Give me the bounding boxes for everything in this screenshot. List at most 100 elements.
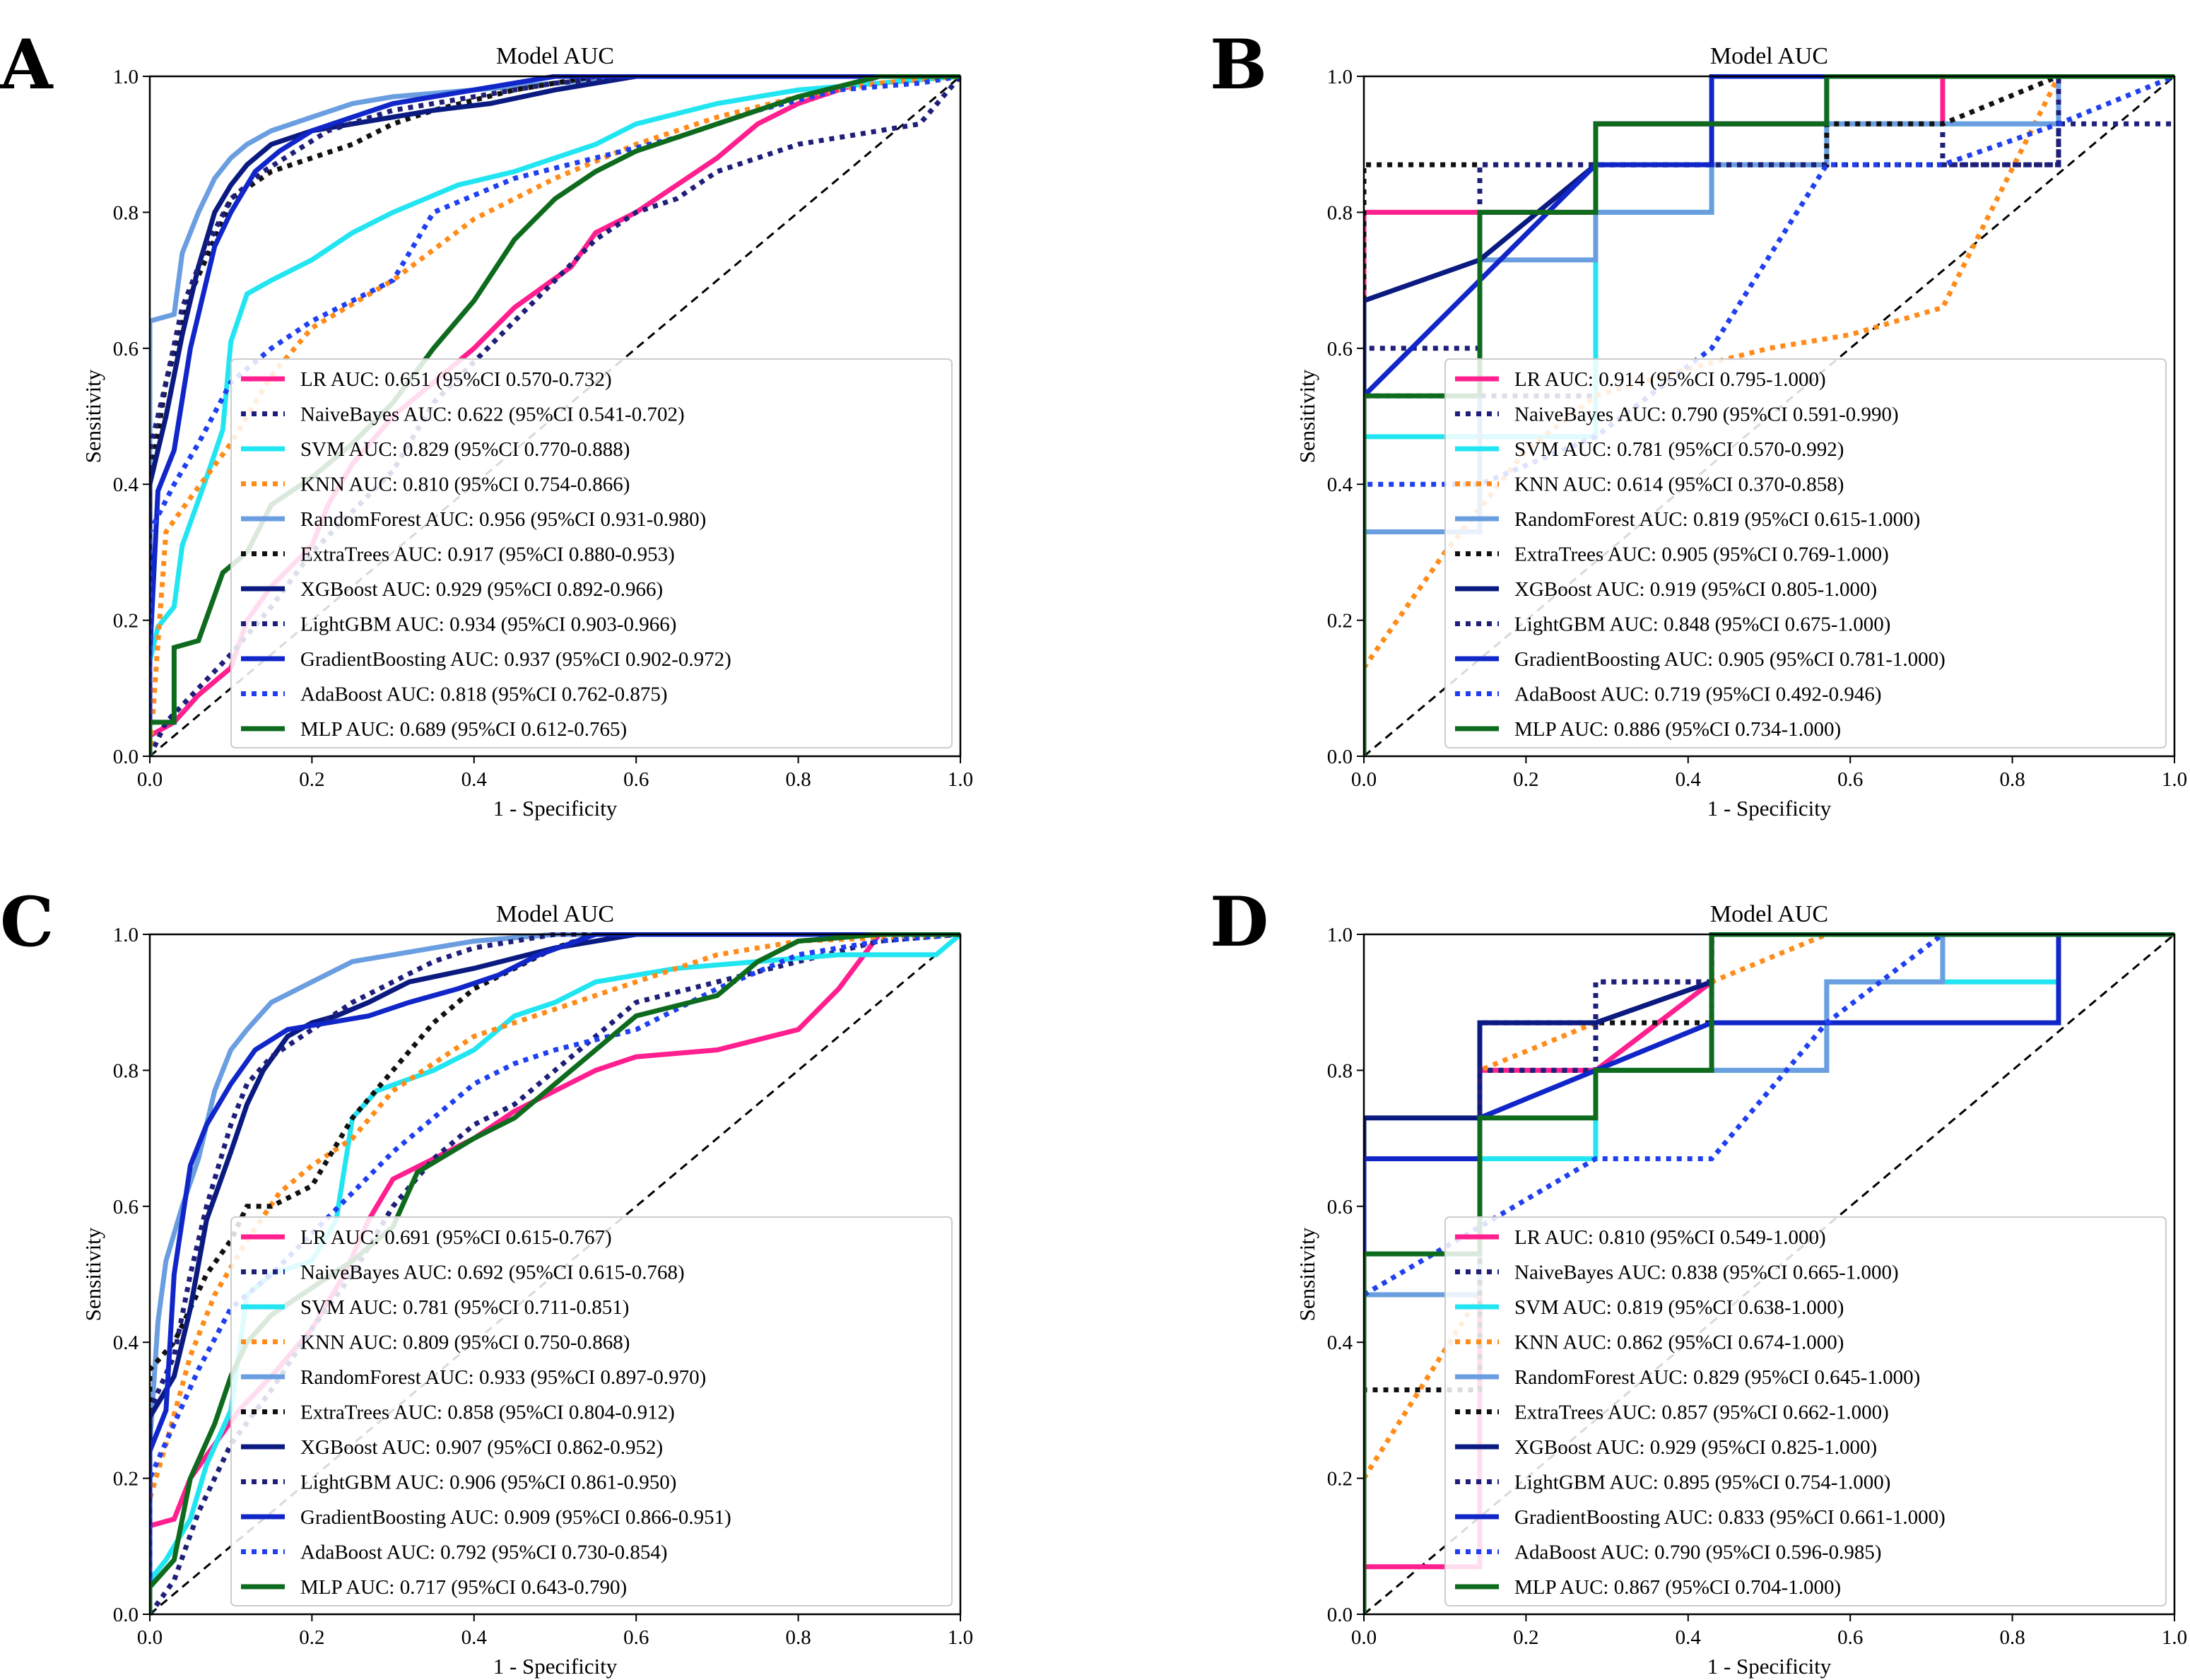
y-axis-label: Sensitivity [81,1227,105,1321]
y-tick-label: 1.0 [113,66,139,88]
legend-label: NaiveBayes AUC: 0.838 (95%CI 0.665-1.000… [1514,1262,1899,1284]
legend-label: XGBoost AUC: 0.907 (95%CI 0.862-0.952) [300,1436,663,1459]
x-tick-label: 0.0 [1351,1626,1377,1649]
legend-label: LR AUC: 0.691 (95%CI 0.615-0.767) [300,1226,612,1249]
legend-label: GradientBoosting AUC: 0.905 (95%CI 0.781… [1514,648,1945,671]
panel-letter: B [1210,25,1267,105]
x-tick-label: 0.8 [785,1626,811,1649]
legend: LR AUC: 0.651 (95%CI 0.570-0.732) NaiveBa… [230,358,953,748]
roc-curve-9 [150,932,961,1614]
roc-curve-10 [150,932,960,1614]
legend-label: AdaBoost AUC: 0.792 (95%CI 0.730-0.854) [300,1541,668,1564]
legend-label: MLP AUC: 0.689 (95%CI 0.612-0.765) [300,718,627,741]
chart-title: Model AUC [496,901,614,927]
legend-label: RandomForest AUC: 0.933 (95%CI 0.897-0.9… [300,1366,706,1389]
legend-label: KNN AUC: 0.810 (95%CI 0.754-0.866) [300,474,630,496]
legend-label: ExtraTrees AUC: 0.905 (95%CI 0.769-1.000… [1514,544,1889,566]
legend-label: GradientBoosting AUC: 0.909 (95%CI 0.866… [300,1506,731,1529]
legend-label: SVM AUC: 0.781 (95%CI 0.711-0.851) [300,1296,629,1319]
legend-label: NaiveBayes AUC: 0.692 (95%CI 0.615-0.768… [300,1262,685,1284]
x-tick-label: 0.4 [461,768,488,791]
legend-label: AdaBoost AUC: 0.818 (95%CI 0.762-0.875) [300,683,668,706]
legend-box [1444,1216,2167,1606]
roc-curve-4 [150,74,960,756]
x-tick-label: 1.0 [948,1626,973,1649]
chart-title: Model AUC [1710,901,1828,927]
x-tick-label: 0.2 [1513,768,1538,791]
legend-label: SVM AUC: 0.781 (95%CI 0.570-0.992) [1514,438,1844,461]
x-tick-label: 0.0 [1351,768,1377,791]
x-tick-label: 1.0 [2162,1626,2187,1649]
legend-label: RandomForest AUC: 0.819 (95%CI 0.615-1.0… [1514,508,1920,531]
legend-label: ExtraTrees AUC: 0.858 (95%CI 0.804-0.912… [300,1402,675,1424]
y-tick-label: 0.4 [1327,474,1353,496]
x-tick-label: 0.2 [299,1626,324,1649]
y-tick-label: 0.6 [113,338,139,360]
legend: LR AUC: 0.691 (95%CI 0.615-0.767) NaiveBa… [230,1216,953,1606]
legend-label: NaiveBayes AUC: 0.622 (95%CI 0.541-0.702… [300,404,685,426]
legend-label: ExtraTrees AUC: 0.857 (95%CI 0.662-1.000… [1514,1402,1889,1424]
roc-curve-9 [1364,932,2174,1297]
legend-label: XGBoost AUC: 0.929 (95%CI 0.825-1.000) [1514,1436,1877,1459]
legend-label: LR AUC: 0.651 (95%CI 0.570-0.732) [300,368,612,391]
y-axis-label: Sensitivity [81,369,105,463]
plot-frame [1362,933,2176,1616]
legend-label: SVM AUC: 0.829 (95%CI 0.770-0.888) [300,438,630,461]
y-tick-label: 1.0 [113,924,139,946]
legend-label: LightGBM AUC: 0.934 (95%CI 0.903-0.966) [300,613,676,636]
roc-curve-0 [150,932,960,1614]
legend-label: MLP AUC: 0.867 (95%CI 0.704-1.000) [1514,1576,1841,1599]
x-tick-label: 0.0 [137,768,163,791]
roc-curve-5 [150,74,960,756]
x-tick-label: 0.6 [623,1626,649,1649]
y-axis-label: Sensitivity [1295,369,1319,463]
roc-curve-3 [150,74,961,757]
x-tick-label: 0.2 [299,768,324,791]
legend: LR AUC: 0.914 (95%CI 0.795-1.000) NaiveBa… [1444,358,2167,748]
y-tick-label: 0.6 [113,1196,139,1218]
y-tick-label: 0.0 [113,746,139,768]
legend-label: KNN AUC: 0.862 (95%CI 0.674-1.000) [1514,1332,1844,1354]
plot-frame [148,933,962,1616]
x-axis-label: 1 - Specificity [493,1654,618,1679]
x-tick-label: 0.8 [1999,768,2025,791]
y-tick-label: 0.8 [113,1059,139,1082]
roc-curve-8 [150,932,960,1614]
y-tick-label: 0.2 [113,610,139,633]
legend-label: GradientBoosting AUC: 0.833 (95%CI 0.661… [1514,1506,1945,1529]
x-tick-label: 0.2 [1513,1626,1538,1649]
legend-label: MLP AUC: 0.886 (95%CI 0.734-1.000) [1514,718,1841,741]
y-tick-label: 0.8 [1327,201,1353,224]
x-tick-label: 0.8 [785,768,811,791]
x-axis-label: 1 - Specificity [493,796,618,821]
y-tick-label: 0.8 [113,201,139,224]
legend-label: LightGBM AUC: 0.895 (95%CI 0.754-1.000) [1514,1472,1890,1494]
y-tick-label: 0.4 [1327,1332,1353,1354]
roc-curves [1364,932,2174,1614]
y-tick-label: 0.2 [113,1468,139,1491]
roc-curve-9 [1364,74,2176,756]
roc-panel-d: D Model AUC 0.0 0.2 0.4 0.6 0.8 1.0 0.0 0.2 0.4 0.6… [1210,882,2187,1679]
chart-title: Model AUC [496,43,614,69]
legend-box [1444,358,2167,748]
legend-label: SVM AUC: 0.819 (95%CI 0.638-1.000) [1514,1296,1844,1319]
x-tick-label: 0.6 [623,768,649,791]
roc-panel-a: A Model AUC 0.0 0.2 0.4 0.6 0.8 1.0 0.0 0.2 0.4 0.6… [0,25,973,821]
x-tick-label: 0.6 [1837,768,1863,791]
roc-curve-6 [150,74,960,756]
legend-label: RandomForest AUC: 0.956 (95%CI 0.931-0.9… [300,508,706,531]
x-tick-label: 1.0 [948,768,973,791]
roc-curve-1 [150,932,961,1616]
legend-label: LR AUC: 0.914 (95%CI 0.795-1.000) [1514,368,1826,391]
panel-letter: C [0,882,54,962]
y-tick-label: 1.0 [1327,924,1353,946]
roc-curve-10 [1364,932,2174,1614]
plot-frame [1362,75,2176,758]
legend-label: XGBoost AUC: 0.929 (95%CI 0.892-0.966) [300,578,663,601]
panel-letter: A [0,25,54,105]
y-tick-label: 0.6 [1327,338,1353,360]
x-axis-label: 1 - Specificity [1707,796,1832,821]
roc-curve-4 [150,932,960,1614]
x-tick-label: 0.8 [1999,1626,2025,1649]
